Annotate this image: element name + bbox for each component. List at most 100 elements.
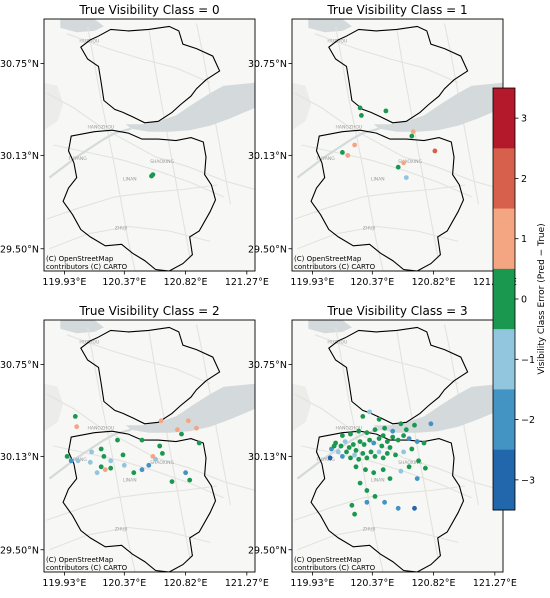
map-attribution: (C) OpenStreetMap (294, 255, 362, 263)
colorbar-tick-label: −1 (521, 355, 535, 366)
station-point (345, 153, 351, 158)
place-label: FUYANG (317, 457, 336, 463)
place-label: SHAOXING (398, 159, 422, 165)
road-line (294, 393, 503, 492)
station-point (412, 505, 417, 511)
station-point (390, 434, 396, 440)
station-point (428, 421, 434, 427)
bay-area (125, 383, 255, 433)
road-line (46, 92, 255, 191)
station-point (153, 456, 159, 462)
place-label: FUYANG (317, 156, 336, 162)
station-point (410, 129, 416, 135)
station-point (139, 467, 145, 473)
station-point (357, 439, 363, 444)
station-point (185, 418, 191, 424)
north-region-outline (328, 326, 469, 425)
station-point (403, 175, 409, 181)
station-point (64, 454, 70, 459)
station-point (380, 455, 386, 461)
x-tick-label: 120.82°E (412, 578, 456, 589)
station-point (94, 470, 100, 476)
station-point (342, 439, 348, 444)
station-point (393, 452, 398, 458)
map-attribution: (C) OpenStreetMap (46, 556, 114, 564)
place-label: SHAOXING (150, 460, 174, 466)
x-tick-label: 120.82°E (164, 277, 208, 288)
station-point (359, 113, 364, 118)
road-line (294, 485, 465, 521)
station-point (403, 427, 409, 433)
station-point (183, 470, 189, 476)
station-point (158, 418, 164, 424)
lake-area (308, 320, 352, 334)
station-point (331, 443, 337, 449)
place-label: HUZHOU (79, 39, 99, 45)
road-line (53, 144, 224, 198)
road-line (46, 393, 255, 492)
station-point (352, 511, 357, 517)
station-point (395, 505, 401, 511)
station-point (406, 436, 412, 441)
panel-title: True Visibility Class = 3 (326, 304, 467, 318)
y-tick-label: 30.13°N (248, 452, 287, 463)
basemap: HUZHOU HANGZHOU SHAOXING FUYANG LINAN ZHUJI (44, 19, 255, 271)
station-point (194, 425, 199, 431)
lake-area (60, 19, 104, 33)
colorbar-tick-label: 1 (521, 234, 527, 245)
station-point (364, 430, 370, 436)
colorbar-segment (493, 449, 515, 511)
map-panel: True Visibility Class = 0 HUZHOU HANGZHOU S… (0, 3, 269, 288)
station-point (360, 451, 366, 456)
basemap-background (44, 19, 255, 271)
road-line (66, 33, 211, 84)
station-point (395, 437, 401, 443)
road-line (301, 144, 472, 198)
station-point (360, 414, 366, 419)
station-point (364, 488, 370, 493)
colorbar-segment (493, 88, 515, 149)
station-point (353, 448, 359, 453)
basemap: HUZHOU HANGZHOU SHAOXING FUYANG LINAN ZHUJI (292, 320, 503, 572)
station-point (421, 440, 427, 446)
river-line (296, 127, 380, 179)
basemap-background (44, 320, 255, 572)
station-point (87, 459, 93, 465)
station-point (384, 439, 390, 444)
basemap: HUZHOU HANGZHOU SHAOXING FUYANG LINAN ZHUJI (292, 19, 503, 271)
colorbar-label: Visibility Class Error (Pred − True) (537, 223, 547, 374)
colorbar-segment (493, 208, 515, 270)
station-point (367, 409, 372, 415)
station-point (74, 424, 80, 430)
place-label: HANGZHOU (88, 426, 115, 432)
y-tick-label: 30.13°N (0, 452, 39, 463)
bay-area (125, 82, 255, 132)
station-point (115, 437, 120, 443)
map-attribution: (C) OpenStreetMap (294, 556, 362, 564)
station-point (75, 458, 81, 464)
y-tick-label: 29.50°N (248, 244, 287, 255)
panel-title: True Visibility Class = 1 (326, 3, 467, 17)
station-point (409, 133, 415, 139)
x-tick-label: 121.27°E (473, 578, 517, 589)
station-point (384, 451, 390, 456)
road-line (314, 33, 459, 84)
place-label: FUYANG (69, 156, 88, 162)
place-label: LINAN (371, 478, 385, 484)
station-point (340, 454, 345, 459)
north-region-outline (80, 25, 221, 124)
station-point (401, 433, 406, 438)
station-point (367, 437, 372, 443)
road-line (46, 184, 217, 220)
river-line (296, 428, 380, 480)
south-region-outline (310, 430, 465, 572)
station-point (432, 148, 438, 154)
station-point (363, 467, 368, 473)
station-point (352, 452, 357, 458)
x-tick-label: 120.37°E (350, 578, 394, 589)
y-tick-label: 29.50°N (0, 244, 39, 255)
station-point (327, 455, 333, 461)
station-point (160, 451, 165, 456)
station-point (414, 439, 420, 444)
basemap-background (292, 320, 503, 572)
